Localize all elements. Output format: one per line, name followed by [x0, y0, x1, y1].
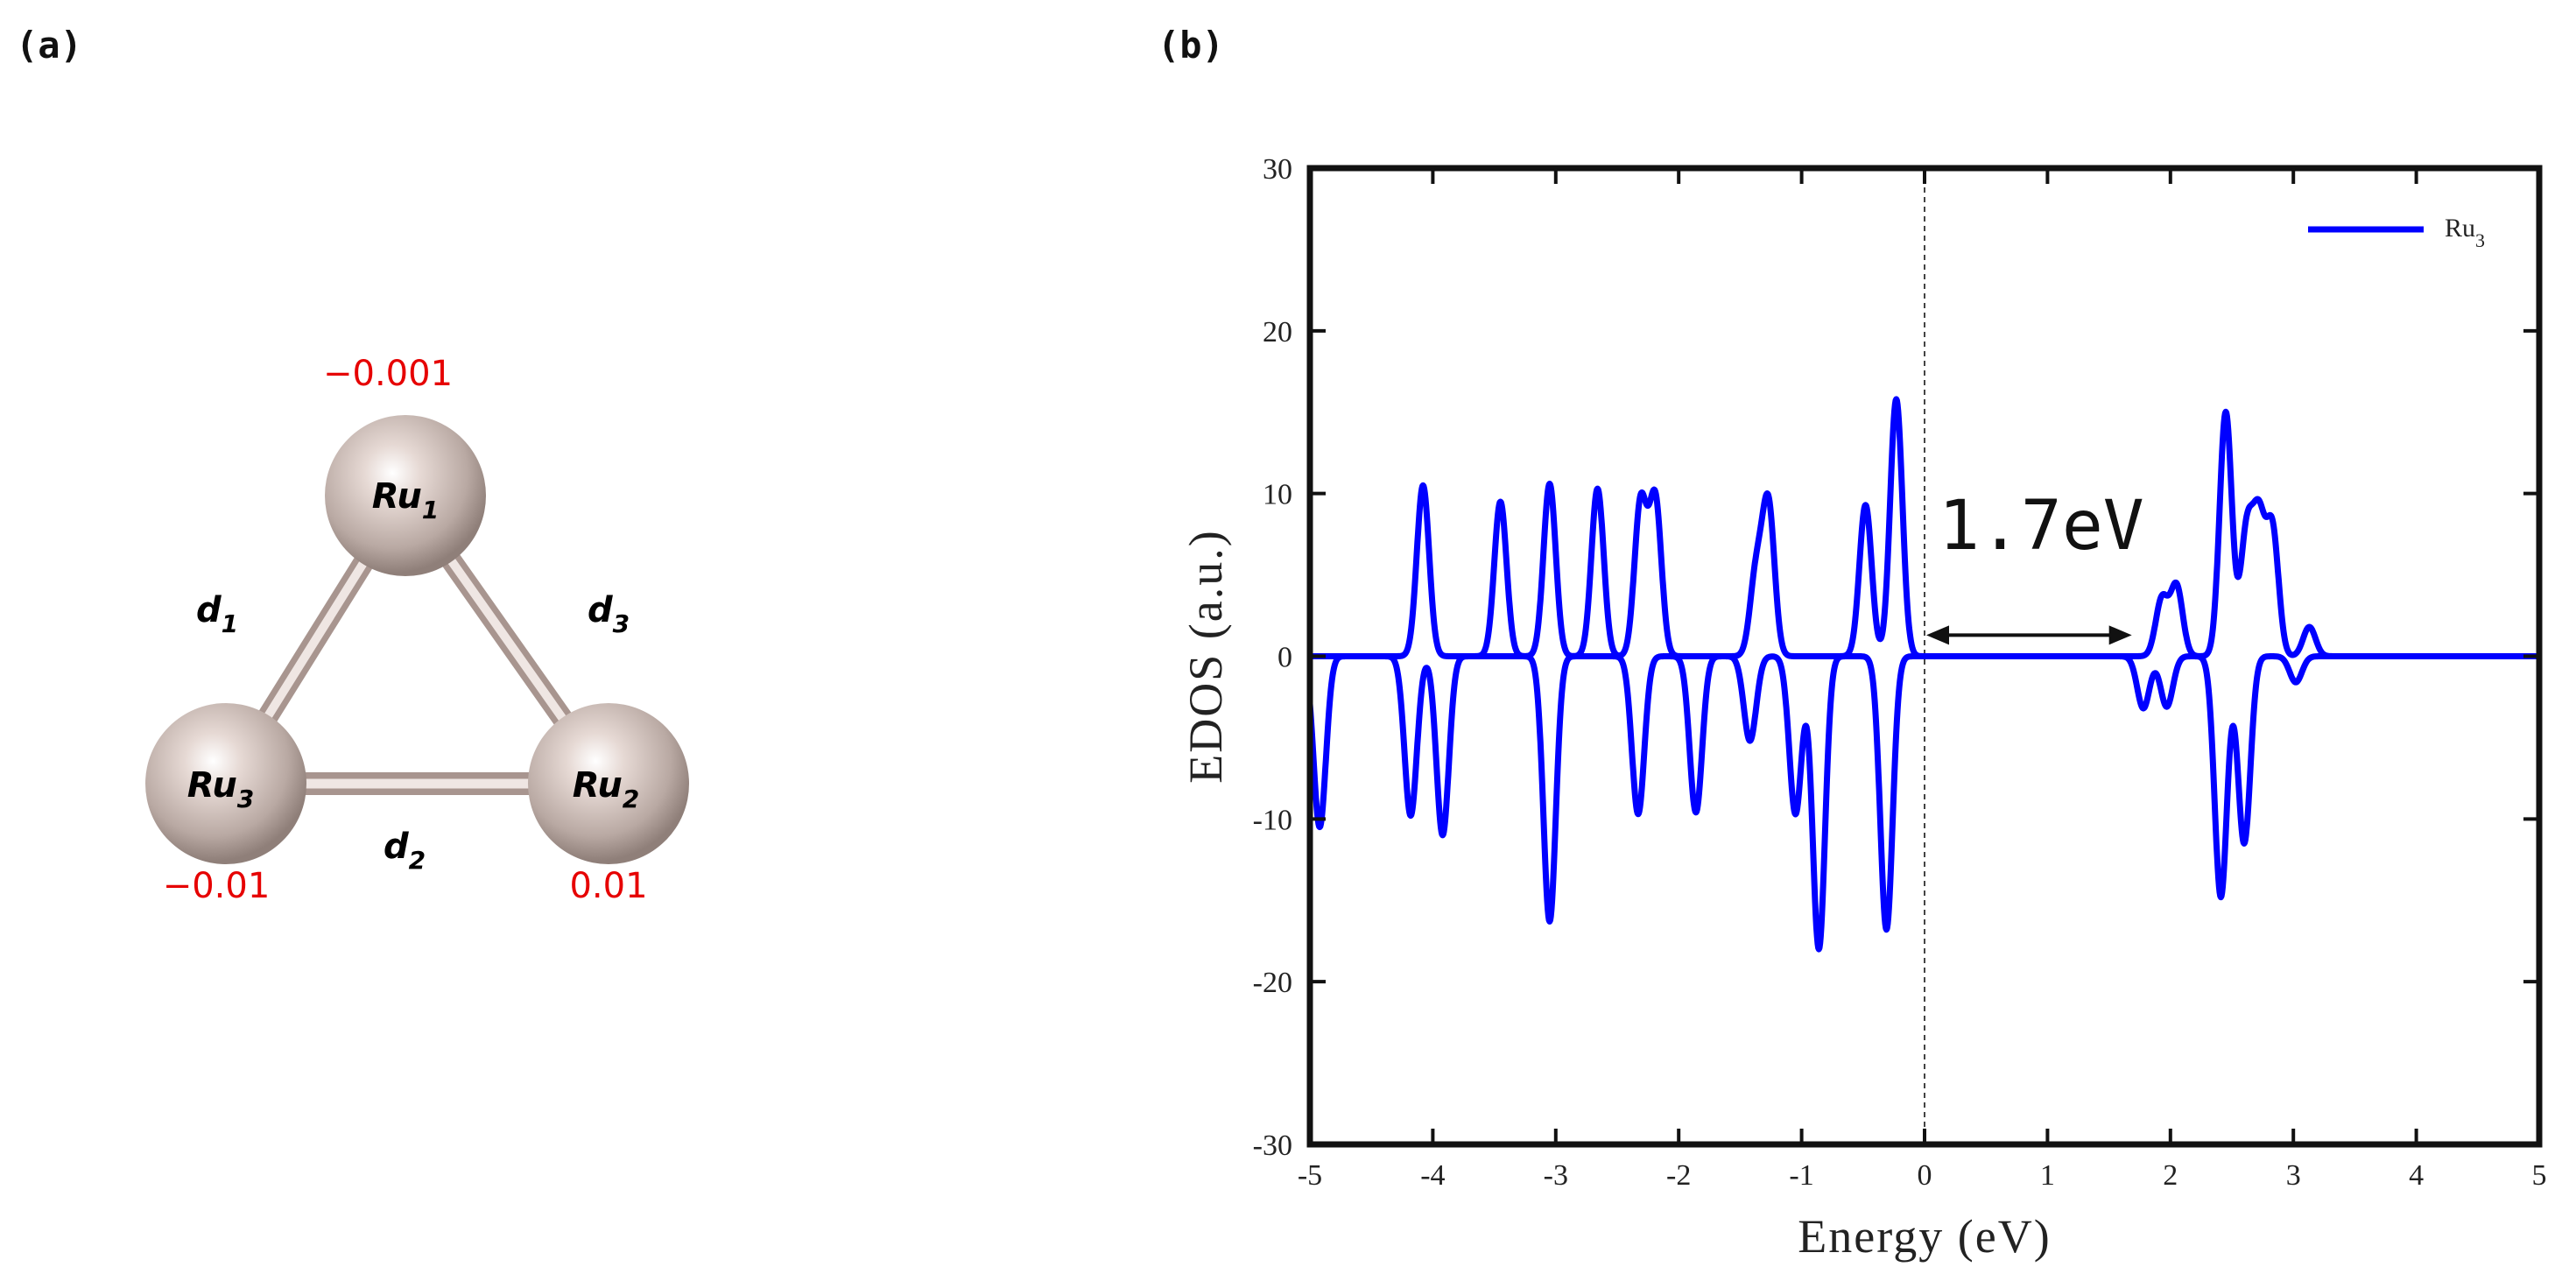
x-tick-label: 3: [2286, 1159, 2301, 1192]
x-tick-label: -4: [1420, 1159, 1445, 1192]
atom-ru1-sphere: [325, 415, 486, 576]
x-axis-title: Energy (eV): [1798, 1210, 2051, 1263]
gap-arrow-head-right: [2108, 625, 2132, 645]
x-tick-label: -3: [1544, 1159, 1568, 1192]
y-axis-title: EDOS (a.u.): [1179, 529, 1232, 783]
y-tick-label: 30: [1263, 153, 1292, 186]
panel-a: (a) Ru1 −0.001 Ru3 −0.01 Ru2 0.01 d1 d3 …: [16, 24, 689, 906]
y-tick-label: 20: [1263, 316, 1292, 348]
y-tick-label: 10: [1263, 479, 1292, 511]
y-tick-label: -30: [1253, 1130, 1292, 1162]
x-tick-label: 1: [2040, 1159, 2055, 1192]
bond-d3-label: d3: [588, 590, 630, 638]
bond-d1-label: d1: [196, 590, 238, 638]
panel-b-label: (b): [1158, 24, 1224, 67]
panel-a-label: (a): [16, 24, 82, 67]
atom-ru1-charge: −0.001: [323, 354, 453, 394]
x-tick-label: -5: [1298, 1159, 1322, 1192]
gap-arrow-head-left: [1926, 625, 1949, 645]
legend-label: Ru3: [2445, 214, 2485, 251]
atom-ru2-sphere: [528, 703, 689, 864]
bond-d2-label: d2: [384, 827, 426, 875]
atom-ru2: Ru2 0.01: [528, 703, 689, 906]
series-line-spin-down: [1306, 653, 2542, 953]
x-tick-label: -1: [1789, 1159, 1813, 1192]
atom-ru3: Ru3 −0.01: [145, 703, 306, 906]
atom-ru3-label: Ru3: [187, 765, 255, 813]
y-tick-label: -20: [1253, 967, 1292, 999]
x-tick-label: 4: [2409, 1159, 2424, 1192]
atom-ru3-charge: −0.01: [163, 866, 271, 906]
atom-ru3-sphere: [145, 703, 306, 864]
x-tick-label: 0: [1918, 1159, 1932, 1192]
atom-ru2-label: Ru2: [573, 765, 640, 813]
y-tick-label: 0: [1277, 642, 1292, 674]
x-tick-label: 2: [2163, 1159, 2178, 1192]
atom-ru1: Ru1 −0.001: [323, 354, 486, 576]
gap-label: 1.7eV: [1939, 487, 2144, 566]
panel-b: (b) -5 -4 -3 -2 -1 0 1 2 3 4 53020100-10-20-30Ener…: [1158, 24, 2547, 1263]
atom-ru2-charge: 0.01: [569, 866, 647, 906]
x-tick-label: -2: [1666, 1159, 1691, 1192]
x-tick-label: 5: [2532, 1159, 2547, 1192]
y-tick-label: -10: [1253, 804, 1292, 836]
atom-ru1-label: Ru1: [372, 476, 440, 524]
